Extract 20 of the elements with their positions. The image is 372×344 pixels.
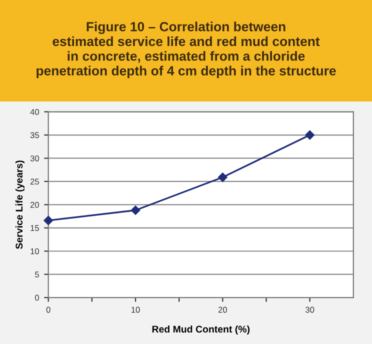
y-tick-label: 35 xyxy=(30,132,39,138)
x-tick-label: 30 xyxy=(306,306,314,313)
chart-title: Figure 10 – Correlation between estimated service life and red mud content in concrete, estimated from a chloride penetration depth of 4 cm depth in the structure xyxy=(36,22,336,78)
y-tick-label: 15 xyxy=(30,225,39,231)
y-tick-label: 30 xyxy=(30,155,40,162)
y-tick-label: 25 xyxy=(30,178,39,185)
y-tick-label: 10 xyxy=(30,248,40,254)
point xyxy=(130,206,140,215)
point xyxy=(218,172,228,182)
point xyxy=(305,130,314,140)
point xyxy=(44,216,53,226)
x-tick-label: 10 xyxy=(132,306,140,313)
y-tick-label: 40 xyxy=(30,109,40,115)
y-tick-label: 0 xyxy=(35,294,40,301)
x-tick-label: 20 xyxy=(218,306,227,313)
y-tick-label: 20 xyxy=(30,202,40,208)
y-tick-label: 5 xyxy=(35,272,39,278)
y-axis-title: Service Life (years) xyxy=(15,160,25,249)
x-axis-title: Red Mud Content (%) xyxy=(152,325,250,335)
x-tick-label: 0 xyxy=(46,306,50,313)
